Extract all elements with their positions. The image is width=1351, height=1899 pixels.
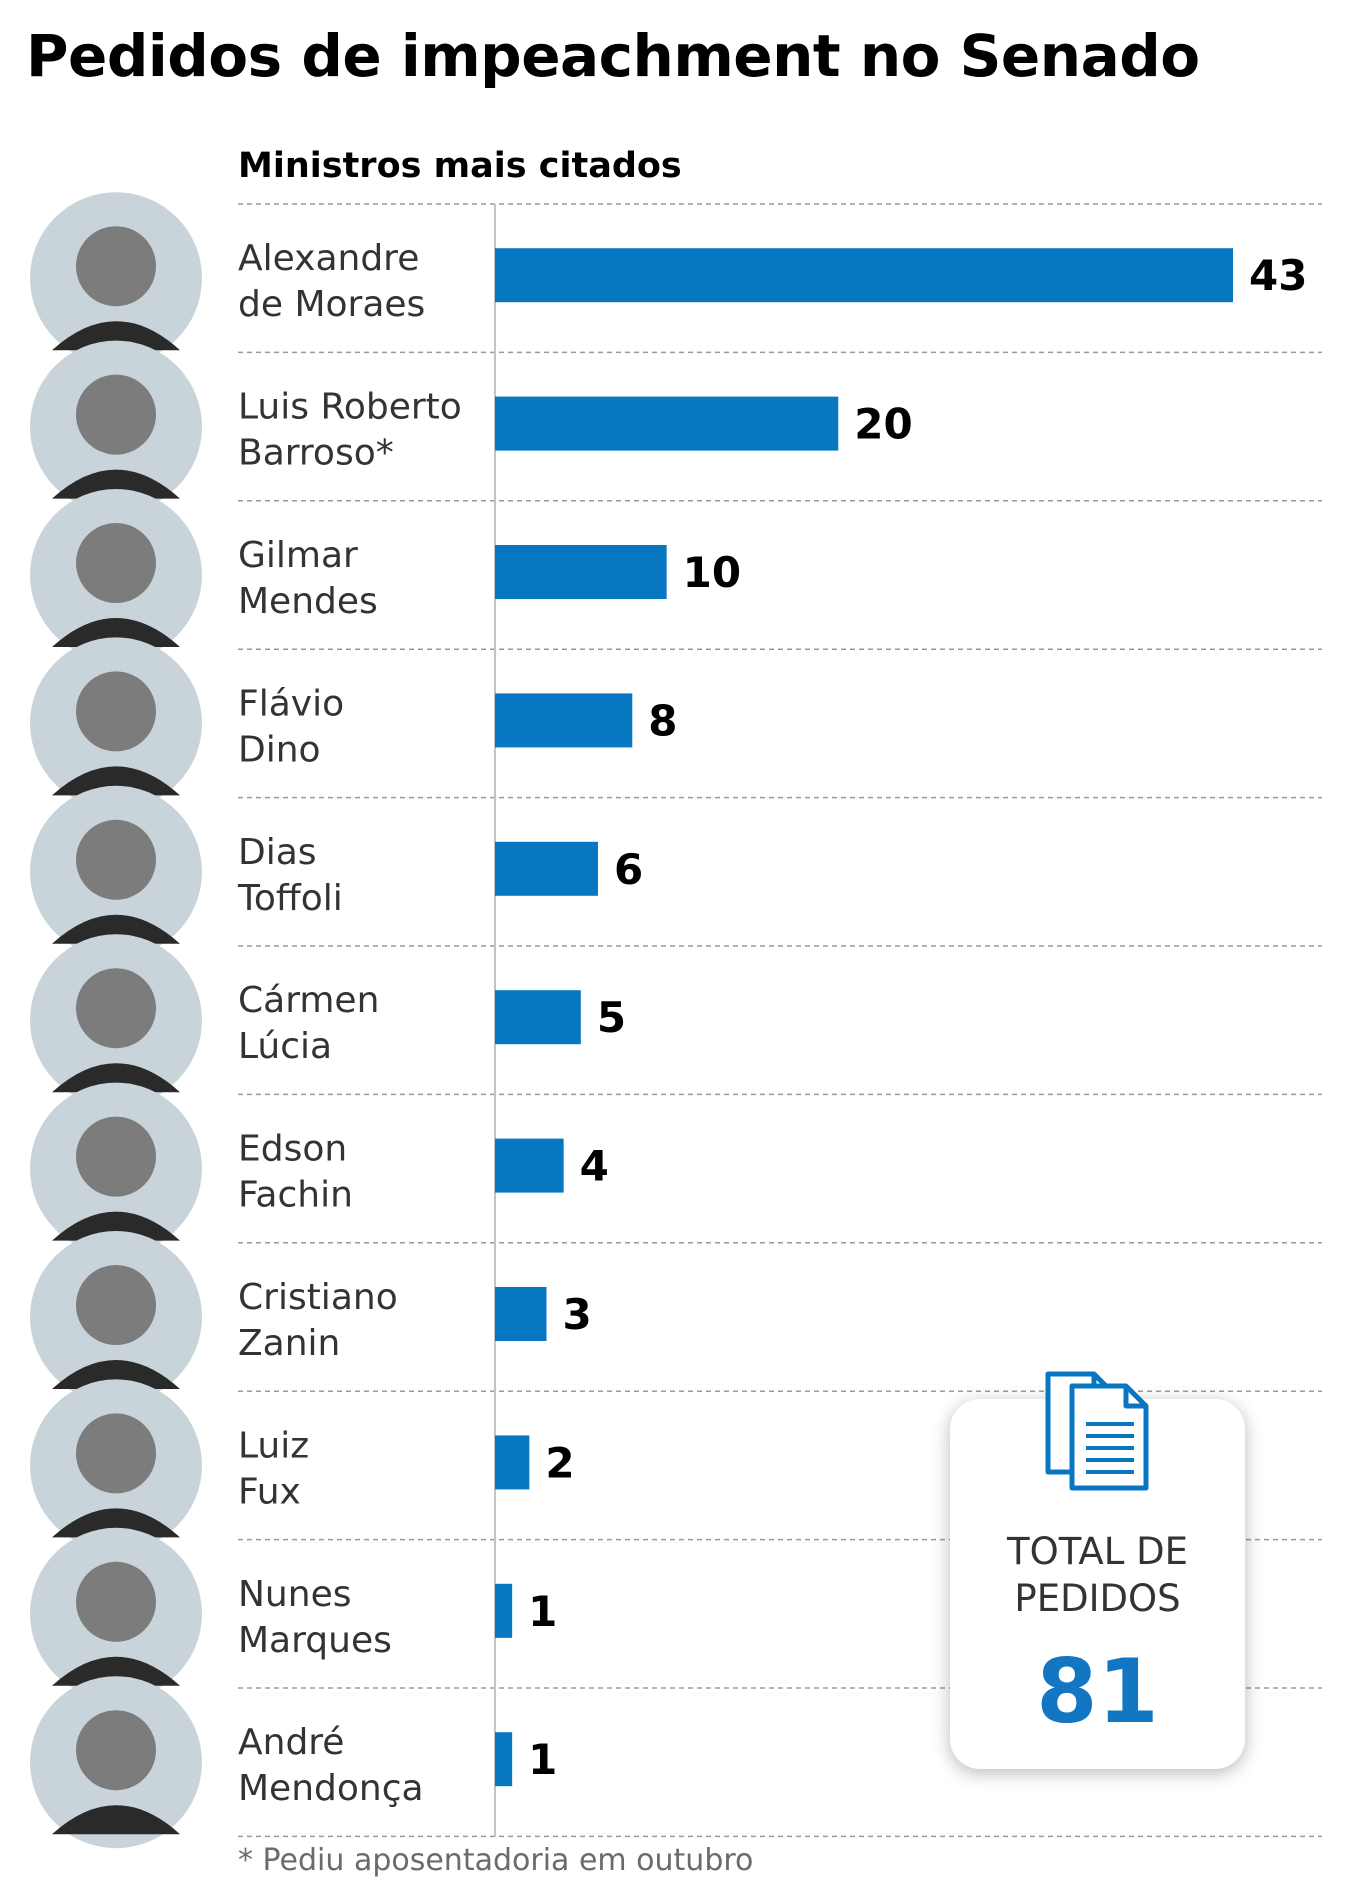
value-label: 5: [597, 993, 626, 1042]
category-label: Dias: [238, 832, 317, 873]
portrait-head-silhouette: [76, 1413, 156, 1494]
value-label: 8: [648, 696, 677, 745]
category-label: Dino: [238, 729, 321, 770]
bar: [495, 1287, 547, 1341]
portrait-head-silhouette: [76, 1561, 156, 1642]
value-label: 2: [545, 1438, 574, 1487]
documents-icon: [1045, 1371, 1149, 1491]
bar: [495, 1435, 530, 1490]
portrait-head-silhouette: [76, 671, 156, 752]
portrait-head-silhouette: [76, 1116, 156, 1197]
value-label: 10: [683, 548, 741, 597]
category-label: Edson: [238, 1129, 347, 1170]
bar: [495, 545, 667, 599]
portrait-suit-silhouette: [52, 1805, 180, 1835]
portrait-head-silhouette: [76, 1265, 156, 1345]
footnote: * Pediu aposentadoria em outubro: [238, 1843, 754, 1878]
category-label: Luiz: [238, 1425, 309, 1466]
category-label: Gilmar: [238, 535, 358, 576]
portrait-suit-silhouette: [52, 1063, 180, 1093]
portrait-suit-silhouette: [52, 1656, 180, 1686]
value-label: 4: [580, 1142, 609, 1191]
portrait-suit-silhouette: [52, 766, 180, 796]
category-label: de Moraes: [238, 284, 425, 325]
total-value: 81: [1036, 1640, 1159, 1743]
portrait-suit-silhouette: [52, 469, 180, 499]
category-label: Mendonça: [238, 1768, 424, 1809]
portrait-head-silhouette: [76, 1710, 156, 1791]
category-label: Cármen: [238, 980, 379, 1021]
category-label: Alexandre: [238, 238, 419, 279]
value-label: 1: [528, 1735, 557, 1784]
category-label: Toffoli: [237, 878, 343, 919]
portrait-suit-silhouette: [52, 1211, 180, 1241]
bar: [495, 1138, 564, 1193]
value-label: 6: [614, 845, 643, 894]
portrait-head-silhouette: [76, 819, 156, 900]
bar: [495, 248, 1233, 303]
chart-subtitle: Ministros mais citados: [238, 146, 682, 186]
value-label: 1: [528, 1587, 557, 1636]
bar: [495, 990, 581, 1045]
category-label: Barroso*: [238, 433, 394, 474]
bar: [495, 841, 598, 896]
total-label: TOTAL DE PEDIDOS: [1006, 1530, 1188, 1620]
value-label: 43: [1249, 251, 1307, 300]
value-label: 3: [562, 1290, 591, 1339]
portrait-head-silhouette: [76, 226, 156, 307]
bar: [495, 1583, 513, 1638]
category-label: Zanin: [238, 1323, 340, 1364]
portrait-suit-silhouette: [52, 914, 180, 944]
portrait-suit-silhouette: [52, 1360, 180, 1389]
category-label: Cristiano: [238, 1277, 398, 1318]
category-label: Mendes: [238, 581, 378, 622]
portrait-head-silhouette: [76, 523, 156, 603]
category-label: Fachin: [238, 1175, 353, 1216]
portrait-suit-silhouette: [52, 321, 180, 351]
category-label: Nunes: [238, 1574, 351, 1615]
category-label: Lúcia: [238, 1026, 332, 1067]
category-label: André: [238, 1722, 344, 1763]
bar: [495, 1732, 513, 1787]
category-label: Fux: [238, 1471, 301, 1512]
portrait-suit-silhouette: [52, 1508, 180, 1538]
chart-title: Pedidos de impeachment no Senado: [26, 22, 1200, 90]
value-label: 20: [854, 400, 912, 449]
category-label: Luis Roberto: [238, 387, 462, 428]
bar: [495, 396, 839, 451]
bar: [495, 693, 633, 748]
category-label: Marques: [238, 1620, 392, 1661]
portrait-head-silhouette: [76, 374, 156, 455]
portrait-head-silhouette: [76, 968, 156, 1049]
portrait-suit-silhouette: [52, 618, 180, 647]
category-label: Flávio: [238, 683, 344, 724]
